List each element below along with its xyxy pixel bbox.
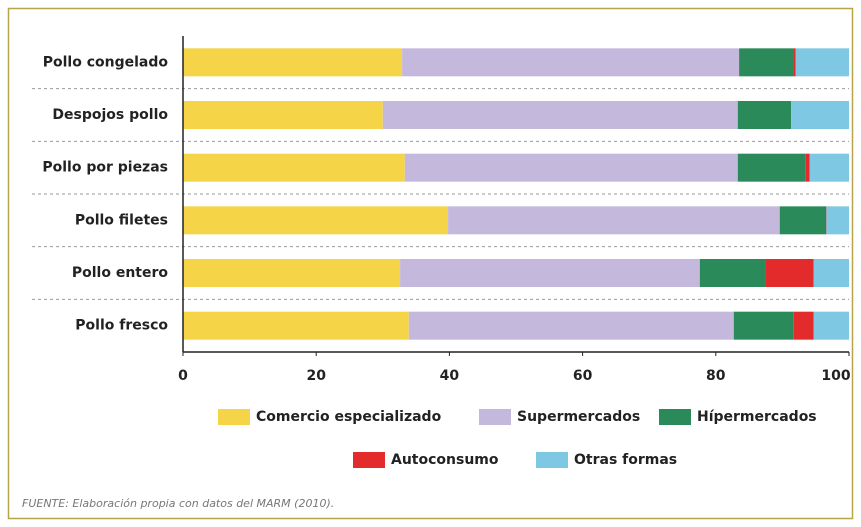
x-tick-label: 60 [573, 368, 593, 384]
bar-segment [183, 206, 449, 235]
bar-segment [183, 259, 401, 287]
bar-segment [183, 153, 405, 182]
bar-segment [791, 101, 849, 129]
frame [7, 7, 854, 520]
legend-swatch [218, 409, 250, 425]
legend-swatch [479, 409, 511, 425]
bar-segment [408, 311, 734, 340]
bar-segment [404, 153, 738, 182]
bar-segment [795, 48, 849, 77]
bar-segment [813, 311, 849, 340]
bar-segment [805, 153, 810, 182]
bar-segment [739, 48, 794, 77]
x-tick-label: 100 [821, 368, 850, 384]
bar-segment [737, 101, 792, 129]
category-label: Pollo congelado [43, 54, 169, 70]
bar-segment [733, 311, 794, 340]
legend-label: Otras formas [574, 452, 677, 468]
bar-segment [793, 311, 814, 340]
bar-segment [183, 101, 383, 129]
x-tick-label: 80 [706, 368, 726, 384]
source-note: FUENTE: Elaboración propia con datos del… [22, 497, 334, 510]
bar-segment [402, 48, 740, 77]
bar-segment [826, 206, 849, 235]
bar-segment [400, 259, 700, 287]
bar-segment [382, 101, 738, 129]
category-label: Pollo por piezas [42, 160, 168, 176]
x-tick-label: 20 [306, 368, 326, 384]
legend-label: Autoconsumo [391, 452, 499, 468]
bar-segment [809, 153, 849, 182]
x-tick-label: 40 [440, 368, 460, 384]
bar-segment [825, 206, 827, 235]
category-label: Despojos pollo [52, 107, 168, 123]
bar-segment [183, 48, 403, 77]
legend-swatch [536, 452, 568, 468]
category-label: Pollo filetes [75, 212, 168, 228]
bar-segment [183, 311, 409, 340]
bar-segment [699, 259, 766, 287]
legend-swatch [353, 452, 385, 468]
x-tick-label: 0 [178, 368, 188, 384]
bar-segment [765, 259, 814, 287]
category-label: Pollo entero [72, 265, 169, 281]
legend-swatch [659, 409, 691, 425]
bar-segment [793, 48, 796, 77]
bar-segment [737, 153, 806, 182]
bar-segment [813, 259, 849, 287]
category-label: Pollo fresco [75, 318, 168, 334]
bar-segment [448, 206, 780, 235]
legend-label: Comercio especializado [256, 409, 442, 425]
bar-segment [779, 206, 826, 235]
legend-label: Hípermercados [697, 409, 817, 425]
legend-label: Supermercados [517, 409, 640, 425]
